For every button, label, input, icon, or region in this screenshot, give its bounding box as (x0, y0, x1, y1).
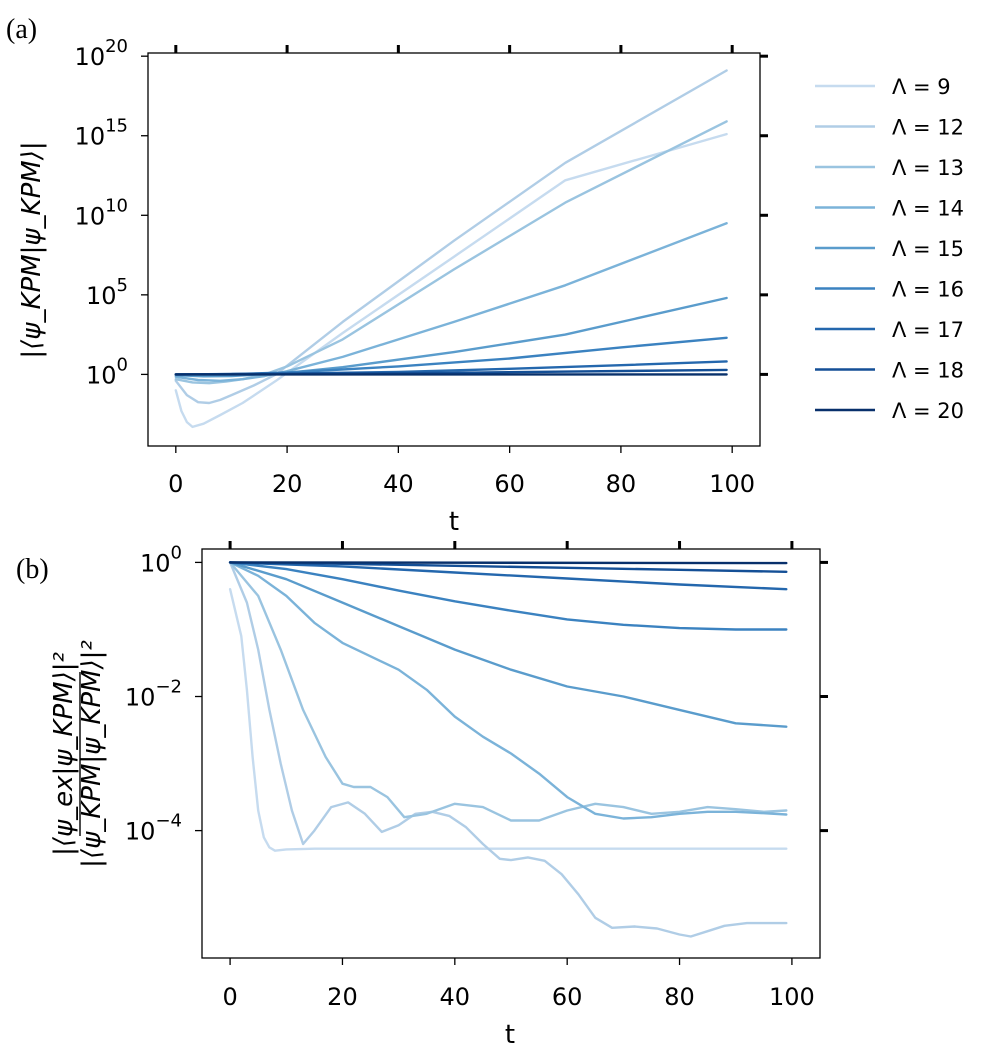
legend-item: Λ = 18 (815, 359, 964, 383)
panel-b-y-tick-label: 10−4 (125, 811, 182, 846)
panel-b-x-axis-title: t (505, 1020, 515, 1050)
panel-a-label: (a) (6, 14, 37, 45)
panel-a-x-tick-label: 60 (494, 470, 525, 498)
panel-b-x-tick-label: 20 (327, 983, 358, 1011)
panel-b-y-denominator: |⟨ψ_KPM|ψ_KPM⟩|² (77, 640, 107, 868)
panel-a-y-axis-title: |⟨ψ_KPM|ψ_KPM⟩| (17, 141, 47, 358)
panel-a-series-line-16 (174, 336, 728, 376)
legend-item: Λ = 15 (815, 237, 964, 261)
panel-b: 0 20 40 60 80 100 100 10−2 10−4 t |⟨ψ_ex|ψ_KPM⟩… (49, 541, 828, 1050)
panel-a-frame (147, 52, 761, 447)
legend-item: Λ = 16 (815, 278, 964, 302)
panel-b-series-line-17 (228, 561, 788, 591)
panel-a-y-tick-label: 1010 (75, 195, 128, 230)
panel-b-y-tick-label: 100 (140, 542, 182, 577)
panel-b-y-numerator: |⟨ψ_ex|ψ_KPM⟩|² (49, 652, 79, 856)
panel-b-series (228, 561, 788, 938)
panel-a-y-ticks: 100 105 1010 1015 1020 (75, 36, 768, 389)
legend-label: Λ = 14 (892, 197, 964, 221)
panel-a-x-ticks: 0 20 40 60 80 100 (168, 45, 755, 498)
panel-b-x-tick-label: 0 (222, 983, 237, 1011)
panel-b-series-line-20 (228, 561, 788, 565)
panel-a: 0 20 40 60 80 100 100 105 1010 1015 1020 t |⟨ψ_KP… (17, 36, 768, 537)
panel-b-x-tick-label: 60 (552, 983, 583, 1011)
panel-a-x-tick-label: 40 (383, 470, 414, 498)
legend-label: Λ = 16 (892, 278, 964, 302)
legend-label: Λ = 15 (892, 237, 964, 261)
legend-item: Λ = 17 (815, 318, 964, 342)
panel-a-series-line-13 (174, 120, 728, 385)
legend-label: Λ = 20 (892, 399, 964, 423)
panel-a-y-tick-label: 1015 (75, 116, 128, 151)
legend-label: Λ = 13 (892, 156, 964, 180)
panel-a-x-tick-label: 20 (272, 470, 303, 498)
panel-a-x-tick-label: 100 (709, 470, 755, 498)
panel-b-frame (201, 548, 821, 959)
panel-a-series-line-9 (174, 132, 728, 429)
panel-a-series-line-14 (174, 221, 728, 382)
panel-b-x-ticks: 0 20 40 60 80 100 (222, 541, 815, 1011)
panel-a-series-line-12 (174, 69, 728, 405)
panel-b-y-axis-title: |⟨ψ_ex|ψ_KPM⟩|² |⟨ψ_KPM|ψ_KPM⟩|² (49, 640, 107, 868)
panel-b-y-ticks: 100 10−2 10−4 (125, 542, 828, 846)
legend-label: Λ = 18 (892, 359, 964, 383)
panel-b-series-line-14 (228, 561, 788, 820)
legend: Λ = 9 Λ = 12 Λ = 13 Λ = 14 Λ = 15 Λ = 16 Λ = 1… (815, 75, 964, 423)
panel-a-y-tick-label: 100 (86, 354, 128, 389)
legend-item: Λ = 20 (815, 399, 964, 423)
panel-b-series-line-15 (228, 561, 788, 728)
panel-b-x-tick-label: 80 (664, 983, 695, 1011)
panel-a-x-tick-label: 80 (606, 470, 637, 498)
panel-b-x-tick-label: 100 (769, 983, 815, 1011)
panel-a-x-tick-label: 0 (168, 470, 183, 498)
panel-a-x-axis-title: t (449, 507, 459, 537)
legend-label: Λ = 9 (892, 75, 951, 99)
panel-a-y-tick-label: 105 (86, 275, 128, 310)
legend-item: Λ = 13 (815, 156, 964, 180)
legend-item: Λ = 14 (815, 197, 964, 221)
legend-item: Λ = 12 (815, 116, 964, 140)
panel-a-y-tick-label: 1020 (75, 36, 128, 71)
panel-b-series-line-9 (228, 588, 788, 852)
panel-b-series-line-13 (228, 561, 788, 822)
panel-b-y-tick-label: 10−2 (125, 677, 182, 712)
legend-item: Λ = 9 (815, 75, 951, 99)
panel-b-series-line-16 (228, 561, 788, 631)
panel-b-series-line-12 (228, 561, 788, 938)
legend-label: Λ = 17 (892, 318, 964, 342)
panel-b-x-tick-label: 40 (440, 983, 471, 1011)
panel-b-label: (b) (16, 554, 49, 585)
legend-label: Λ = 12 (892, 116, 964, 140)
panel-a-series (174, 69, 728, 429)
